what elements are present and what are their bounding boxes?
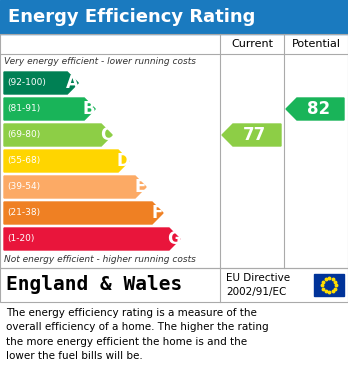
Text: EU Directive
2002/91/EC: EU Directive 2002/91/EC (226, 273, 290, 297)
Polygon shape (222, 124, 281, 146)
Text: (39-54): (39-54) (7, 183, 40, 192)
Text: B: B (83, 100, 95, 118)
Text: (81-91): (81-91) (7, 104, 40, 113)
Bar (0, 268, 348, 302)
Bar (314, 274, 344, 296)
Polygon shape (4, 228, 180, 250)
Text: Potential: Potential (292, 39, 340, 49)
Text: C: C (100, 126, 112, 144)
Text: 82: 82 (307, 100, 330, 118)
Bar (0, 0, 348, 34)
Text: (69-80): (69-80) (7, 131, 40, 140)
Text: E: E (134, 178, 146, 196)
Bar (0, 34, 348, 268)
Text: Not energy efficient - higher running costs: Not energy efficient - higher running co… (4, 255, 196, 264)
Text: (1-20): (1-20) (7, 235, 34, 244)
Polygon shape (286, 98, 344, 120)
Text: Current: Current (231, 39, 273, 49)
Polygon shape (4, 176, 146, 198)
Text: The energy efficiency rating is a measure of the
overall efficiency of a home. T: The energy efficiency rating is a measur… (6, 308, 269, 361)
Text: Energy Efficiency Rating: Energy Efficiency Rating (8, 8, 255, 26)
Text: F: F (151, 204, 163, 222)
Text: (21-38): (21-38) (7, 208, 40, 217)
Text: G: G (167, 230, 181, 248)
Text: England & Wales: England & Wales (6, 276, 182, 294)
Text: (55-68): (55-68) (7, 156, 40, 165)
Text: Very energy efficient - lower running costs: Very energy efficient - lower running co… (4, 57, 196, 66)
Polygon shape (4, 98, 95, 120)
Polygon shape (4, 202, 163, 224)
Polygon shape (4, 72, 78, 94)
Text: (92-100): (92-100) (7, 79, 46, 88)
Text: 77: 77 (243, 126, 267, 144)
Text: D: D (116, 152, 130, 170)
Polygon shape (4, 150, 129, 172)
Polygon shape (4, 124, 112, 146)
Text: A: A (66, 74, 79, 92)
